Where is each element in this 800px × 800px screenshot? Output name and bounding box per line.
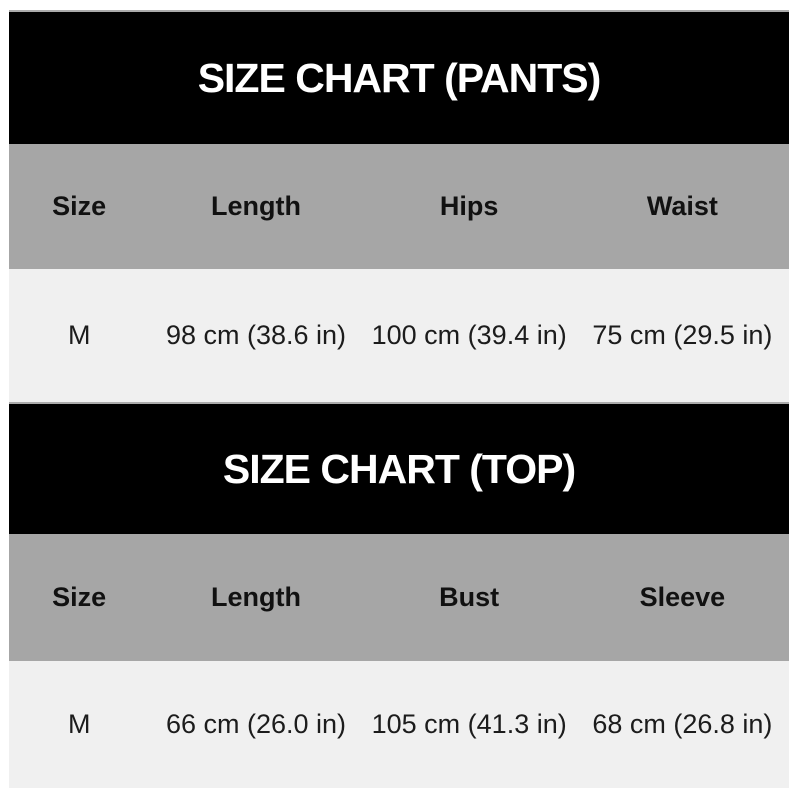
pants-table-title: SIZE CHART (PANTS): [197, 54, 602, 101]
top-header-length: Length: [210, 582, 301, 612]
top-value-length: 66 cm (26.0 in): [165, 709, 347, 739]
top-value-size: M: [67, 709, 91, 739]
size-chart-top-table: SIZE CHART (TOP) Size Length Bust Sleeve…: [9, 402, 789, 788]
pants-value-size: M: [67, 320, 91, 350]
pants-header-hips: Hips: [439, 191, 499, 221]
pants-header-size: Size: [52, 191, 107, 221]
top-value-sleeve: 68 cm (26.8 in): [592, 709, 773, 739]
top-value-bust: 105 cm (41.3 in): [371, 709, 567, 739]
pants-header-row: Size Length Hips Waist: [9, 144, 789, 269]
top-table-title: SIZE CHART (TOP): [222, 445, 576, 492]
pants-header-waist: Waist: [646, 191, 718, 221]
top-data-row-m: M 66 cm (26.0 in) 105 cm (41.3 in) 68 cm…: [9, 661, 789, 788]
top-header-bust: Bust: [439, 582, 500, 612]
pants-header-length: Length: [210, 191, 301, 221]
pants-value-length: 98 cm (38.6 in): [165, 320, 347, 350]
pants-value-hips: 100 cm (39.4 in): [371, 320, 567, 350]
top-header-row: Size Length Bust Sleeve: [9, 534, 789, 661]
top-header-sleeve: Sleeve: [639, 582, 726, 612]
top-title-banner: SIZE CHART (TOP): [9, 402, 789, 534]
pants-title-banner: SIZE CHART (PANTS): [9, 10, 789, 144]
pants-data-row-m: M 98 cm (38.6 in) 100 cm (39.4 in) 75 cm…: [9, 269, 789, 402]
size-chart-pants-table: SIZE CHART (PANTS) Size Length Hips Wais…: [9, 10, 789, 402]
top-header-size: Size: [52, 582, 107, 612]
pants-value-waist: 75 cm (29.5 in): [592, 320, 773, 350]
